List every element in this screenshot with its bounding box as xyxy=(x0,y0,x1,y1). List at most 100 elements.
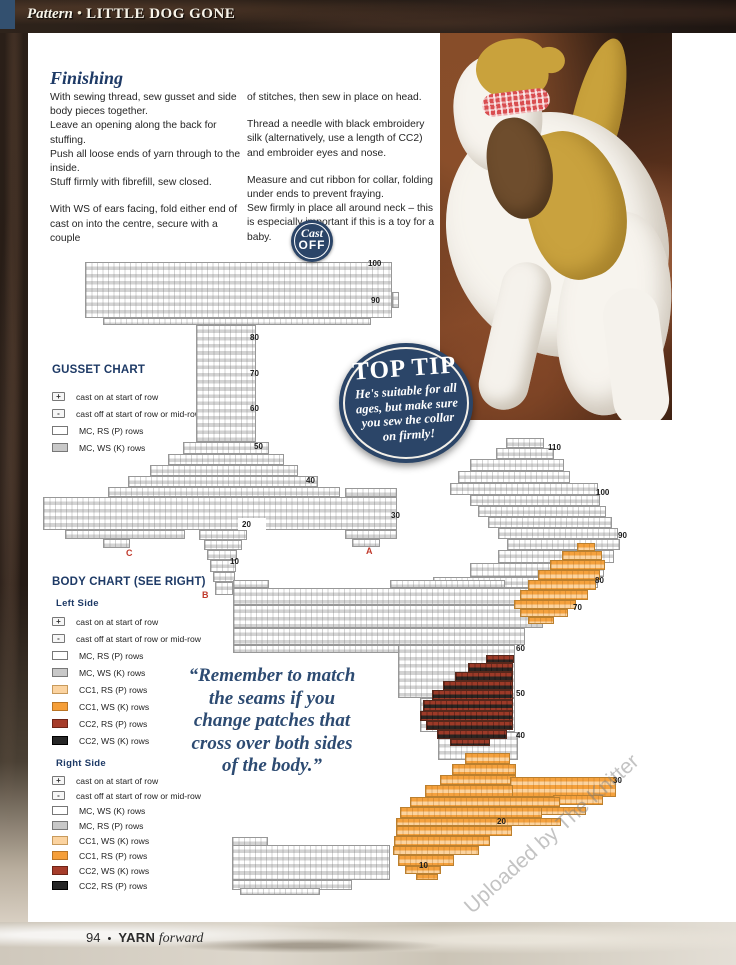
row-number-label: 50 xyxy=(516,689,525,698)
row-number-label: 80 xyxy=(250,333,259,342)
cast-on-symbol: + xyxy=(52,392,65,401)
legend-item: CC2, RS (P) rows xyxy=(52,878,201,893)
cc2-ws-swatch xyxy=(52,736,68,745)
right-side-title: Right Side xyxy=(56,758,106,769)
row-number-label: 70 xyxy=(573,603,582,612)
chart-band xyxy=(488,517,612,528)
header-bullet: • xyxy=(76,6,83,22)
chart-band xyxy=(240,888,320,895)
chart-band xyxy=(233,588,553,605)
finishing-column-2: of stitches, then sew in place on head. … xyxy=(247,91,435,245)
page-number: 94 xyxy=(86,930,101,945)
chart-band xyxy=(470,459,564,471)
row-number-label: 40 xyxy=(516,731,525,740)
row-number-label: 80 xyxy=(595,576,604,585)
chart-band xyxy=(213,572,235,582)
cast-on-symbol: + xyxy=(52,776,65,785)
chart-band xyxy=(103,539,130,548)
mc-ws-swatch xyxy=(52,668,68,677)
chart-band xyxy=(420,711,513,721)
chart-band xyxy=(486,655,514,663)
header-bar-texture xyxy=(0,0,736,33)
chart-band xyxy=(150,465,298,476)
chart-band xyxy=(128,476,318,487)
legend-item: + cast on at start of row xyxy=(52,613,201,630)
magazine-name: YARN xyxy=(118,930,156,945)
chart-band xyxy=(233,580,269,588)
paragraph: Measure and cut ribbon for collar, foldi… xyxy=(247,174,434,201)
legend-item: - cast off at start of row or mid-row xyxy=(52,630,201,647)
cast-off-symbol: - xyxy=(52,409,65,418)
dog-photo xyxy=(440,33,672,420)
cc2-rs-swatch xyxy=(52,881,68,890)
paragraph: Leave an opening along the back for stuf… xyxy=(50,120,217,146)
cast-on-symbol: + xyxy=(52,617,65,626)
chart-band xyxy=(398,855,454,866)
cast-off-symbol: - xyxy=(52,791,65,800)
chart-band xyxy=(410,797,560,807)
body-chart-right-legend: + cast on at start of row - cast off at st… xyxy=(52,773,201,893)
page-title: LITTLE DOG GONE xyxy=(86,6,236,22)
chart-marker-letter: B xyxy=(202,590,209,600)
chart-band xyxy=(520,590,588,600)
chart-band xyxy=(233,645,403,653)
row-number-label: 10 xyxy=(419,861,428,870)
page-footer: 94 • YARN forward xyxy=(86,930,203,947)
chart-band xyxy=(528,580,596,590)
chart-band xyxy=(470,495,600,506)
legend-item: MC, RS (P) rows xyxy=(52,818,201,833)
chart-band xyxy=(468,663,513,672)
chart-band xyxy=(108,487,340,497)
legend-item: CC2, WS (K) rows xyxy=(52,732,201,749)
row-number-label: 110 xyxy=(548,443,561,452)
chart-marker-letter: C xyxy=(126,548,133,558)
chart-band xyxy=(43,497,397,530)
chart-band xyxy=(204,540,242,550)
chart-band xyxy=(233,605,543,628)
chart-band xyxy=(423,700,513,711)
chart-band xyxy=(478,506,606,517)
chart-band xyxy=(390,580,505,588)
row-number-label: 60 xyxy=(250,404,259,413)
chart-band xyxy=(210,560,236,572)
row-number-label: 90 xyxy=(371,296,380,305)
chart-band xyxy=(233,628,525,645)
chart-band xyxy=(507,539,620,550)
cc1-ws-swatch xyxy=(52,836,68,845)
chart-band xyxy=(443,681,513,690)
chart-band xyxy=(396,826,512,836)
row-number-label: 40 xyxy=(306,476,315,485)
chart-band xyxy=(458,471,570,483)
body-chart-left-legend: + cast on at start of row - cast off at st… xyxy=(52,613,201,749)
left-fur-texture xyxy=(0,33,28,922)
chart-band xyxy=(538,570,600,580)
paragraph: With sewing thread, sew gusset and side … xyxy=(50,92,237,118)
cc2-ws-swatch xyxy=(52,866,68,875)
chart-band xyxy=(452,764,516,775)
chart-band xyxy=(437,730,507,739)
chart-band xyxy=(196,325,256,442)
chart-band xyxy=(562,551,602,560)
legend-item: CC1, WS (K) rows xyxy=(52,833,201,848)
chart-band xyxy=(396,818,561,826)
legend-item: MC, RS (P) rows xyxy=(52,647,201,664)
chart-band xyxy=(207,550,237,560)
top-tip-text: He's suitable for all ages, but make sur… xyxy=(354,380,459,444)
paragraph: Thread a needle with black embroidery si… xyxy=(247,119,425,159)
cc1-rs-swatch xyxy=(52,685,68,694)
chart-band xyxy=(520,609,568,617)
row-number-label: 20 xyxy=(497,817,506,826)
legend-item: + cast on at start of row xyxy=(52,388,201,405)
chart-band xyxy=(514,600,576,609)
badge-ring xyxy=(343,347,469,459)
chart-band xyxy=(550,560,605,570)
legend-item: MC, WS (K) rows xyxy=(52,803,201,818)
chart-band xyxy=(168,454,284,465)
cast-off-symbol: - xyxy=(52,634,65,643)
pull-quote: “Remember to match the seams if you chan… xyxy=(188,665,356,776)
legend-item: CC1, WS (K) rows xyxy=(52,698,201,715)
mc-rs-swatch xyxy=(52,651,68,660)
chart-band xyxy=(85,262,392,318)
chart-band xyxy=(393,846,479,855)
paragraph: Stuff firmly with fibrefill, sew closed. xyxy=(50,177,212,189)
